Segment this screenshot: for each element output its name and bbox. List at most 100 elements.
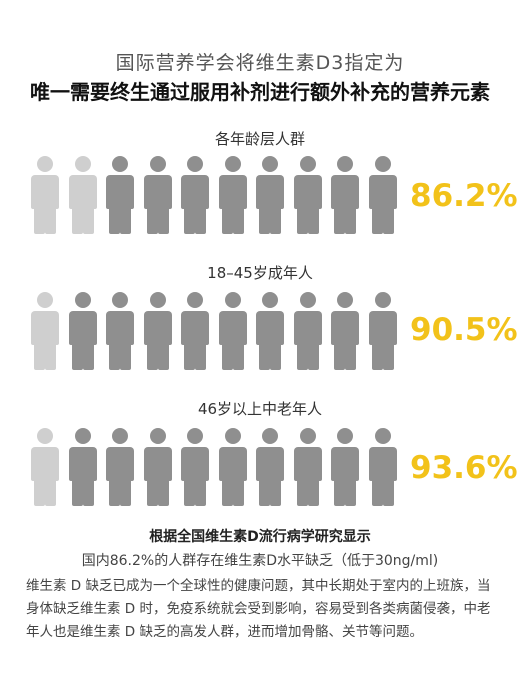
person-icon — [218, 292, 248, 370]
person-icon-leg-r — [345, 206, 356, 234]
person-icon-body — [294, 311, 322, 345]
person-icon-head — [262, 428, 278, 444]
person-icon-leg-r — [83, 206, 94, 234]
person-icon-leg-l — [334, 478, 345, 506]
person-icon — [68, 428, 98, 506]
person-icon-head — [300, 156, 316, 172]
person-icon-body — [31, 175, 59, 209]
person-icon — [180, 292, 210, 370]
source-subtitle: 国内86.2%的人群存在维生素D水平缺乏（低于30ng/ml) — [81, 553, 439, 569]
person-icon — [255, 156, 285, 234]
person-icon — [255, 428, 285, 506]
person-icon — [143, 156, 173, 234]
person-icon-leg-r — [195, 478, 206, 506]
person-icon — [293, 292, 323, 370]
person-icon-leg-r — [120, 342, 131, 370]
person-icon-leg-l — [34, 478, 45, 506]
person-icon-body — [31, 447, 59, 481]
person-icon-leg-r — [120, 206, 131, 234]
person-icon-head — [225, 428, 241, 444]
person-icon-leg-l — [297, 342, 308, 370]
person-icon-body — [181, 311, 209, 345]
person-icon-leg-r — [233, 206, 244, 234]
person-icon — [105, 292, 135, 370]
person-icon — [330, 156, 360, 234]
person-icon-body — [219, 447, 247, 481]
person-icon-body — [106, 447, 134, 481]
person-icon-head — [337, 428, 353, 444]
people-row-seniors-46-plus — [30, 428, 402, 506]
person-icon-leg-r — [195, 342, 206, 370]
person-icon — [30, 428, 60, 506]
person-icon-leg-r — [383, 342, 394, 370]
person-icon — [330, 292, 360, 370]
person-icon-leg-r — [345, 478, 356, 506]
person-icon — [255, 292, 285, 370]
person-icon-leg-r — [308, 206, 319, 234]
person-icon-head — [37, 428, 53, 444]
person-icon-head — [112, 428, 128, 444]
person-icon-leg-l — [109, 342, 120, 370]
person-icon-leg-l — [147, 478, 158, 506]
person-icon — [218, 428, 248, 506]
person-icon-head — [375, 156, 391, 172]
person-icon-head — [375, 292, 391, 308]
person-icon-head — [150, 428, 166, 444]
person-icon-body — [256, 311, 284, 345]
person-icon-body — [294, 175, 322, 209]
person-icon-leg-l — [72, 478, 83, 506]
person-icon-leg-l — [372, 342, 383, 370]
person-icon-body — [31, 311, 59, 345]
person-icon-head — [337, 292, 353, 308]
person-icon-head — [337, 156, 353, 172]
person-icon-leg-l — [222, 478, 233, 506]
person-icon-leg-r — [83, 478, 94, 506]
percent-seniors-46-plus: 93.6% — [410, 450, 518, 486]
headline-line2: 唯一需要终生通过服用补剂进行额外补充的营养元素 — [30, 80, 490, 104]
person-icon-leg-r — [158, 342, 169, 370]
person-icon-body — [106, 175, 134, 209]
person-icon-leg-l — [34, 342, 45, 370]
person-icon-head — [112, 292, 128, 308]
person-icon-leg-l — [72, 206, 83, 234]
person-icon-leg-l — [184, 206, 195, 234]
person-icon-head — [187, 428, 203, 444]
person-icon-leg-l — [34, 206, 45, 234]
person-icon-leg-l — [222, 342, 233, 370]
person-icon-body — [181, 447, 209, 481]
person-icon-leg-l — [259, 206, 270, 234]
description-paragraph: 维生素 D 缺乏已成为一个全球性的健康问题，其中长期处于室内的上班族，当身体缺乏… — [26, 578, 491, 640]
person-icon-head — [300, 292, 316, 308]
person-icon — [293, 428, 323, 506]
percent-all-ages: 86.2% — [410, 178, 518, 214]
person-icon-body — [144, 175, 172, 209]
person-icon-leg-l — [109, 206, 120, 234]
person-icon-leg-r — [45, 342, 56, 370]
person-icon-head — [187, 156, 203, 172]
person-icon-head — [300, 428, 316, 444]
person-icon-body — [331, 447, 359, 481]
person-icon-leg-l — [184, 342, 195, 370]
person-icon — [368, 292, 398, 370]
person-icon — [105, 156, 135, 234]
person-icon-head — [112, 156, 128, 172]
person-icon-leg-l — [109, 478, 120, 506]
person-icon-head — [150, 156, 166, 172]
person-icon-leg-l — [222, 206, 233, 234]
group-label-adults-18-45: 18–45岁成年人 — [207, 264, 313, 282]
person-icon-leg-r — [383, 206, 394, 234]
person-icon — [68, 292, 98, 370]
person-icon-head — [75, 428, 91, 444]
person-icon — [180, 156, 210, 234]
person-icon-leg-r — [233, 478, 244, 506]
person-icon-body — [219, 311, 247, 345]
person-icon-head — [262, 292, 278, 308]
person-icon-leg-l — [372, 478, 383, 506]
person-icon-leg-r — [383, 478, 394, 506]
person-icon-body — [331, 175, 359, 209]
person-icon-body — [219, 175, 247, 209]
person-icon — [218, 156, 248, 234]
person-icon-body — [106, 311, 134, 345]
person-icon-body — [69, 311, 97, 345]
person-icon-leg-r — [45, 206, 56, 234]
